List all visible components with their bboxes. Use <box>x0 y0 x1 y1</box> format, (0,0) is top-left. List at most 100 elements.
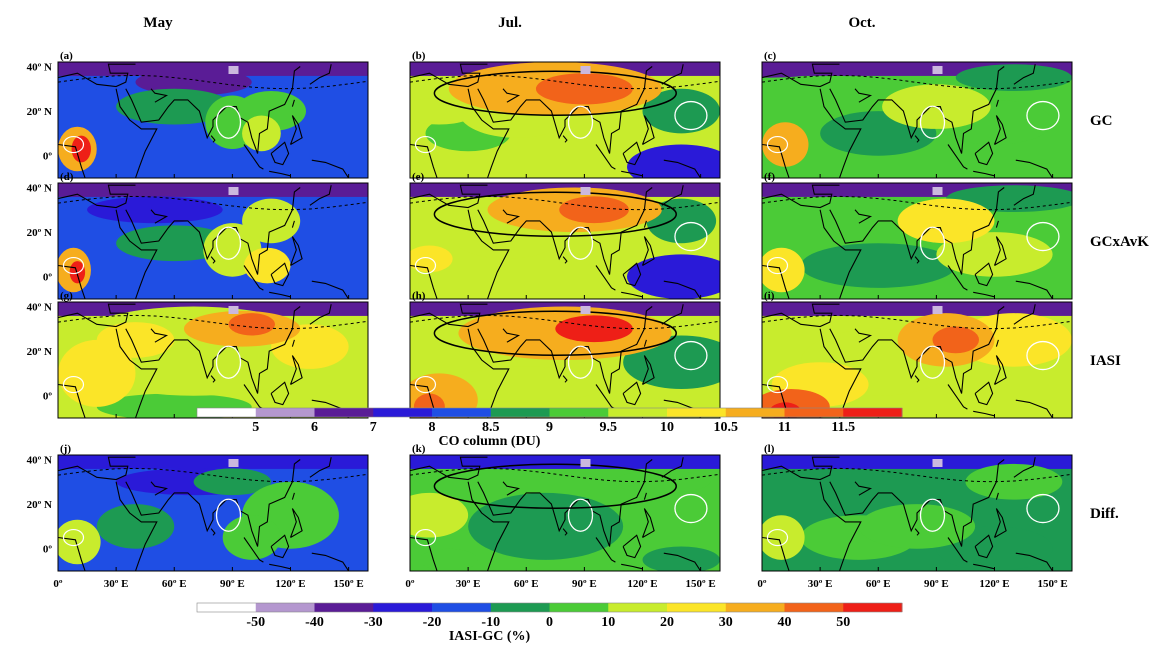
panel-label: (k) <box>412 443 426 455</box>
map-panel-j: (j) <box>57 443 369 572</box>
dashed-boundary-line <box>58 314 368 330</box>
anticyclone-contour <box>433 191 677 237</box>
colorbar-tick-label: 50 <box>836 615 850 630</box>
coastline <box>309 64 332 85</box>
coastline <box>641 508 655 538</box>
coastline <box>311 552 350 571</box>
coastline <box>762 184 840 209</box>
dashed-boundary-line <box>58 467 368 483</box>
missing-data-patch <box>580 66 591 74</box>
white-contour <box>919 226 946 260</box>
colorbar-swatch <box>314 408 374 417</box>
coastline <box>502 481 521 496</box>
panel-frame <box>57 301 369 419</box>
lon-tick-label: 150º E <box>686 578 716 590</box>
coastline <box>995 99 999 107</box>
coastline <box>661 185 684 206</box>
lon-tick-label: 30º E <box>104 578 129 590</box>
missing-data-patch <box>932 66 943 74</box>
dashed-boundary-line <box>762 314 1072 330</box>
coastline <box>58 303 136 328</box>
coastline <box>58 456 136 481</box>
missing-data-patch <box>228 459 239 467</box>
dashed-boundary-line <box>762 467 1072 483</box>
white-contour <box>674 493 708 524</box>
missing-data-patch <box>228 306 239 314</box>
map-panel-a: (a) <box>57 50 369 179</box>
coastline <box>210 528 216 536</box>
coastline <box>947 384 968 410</box>
dashed-boundary-line <box>58 74 368 90</box>
coastline <box>762 143 790 178</box>
coastline <box>621 291 643 298</box>
co-contour-region <box>135 68 252 96</box>
co-contour-region <box>87 196 223 224</box>
coastline <box>762 303 840 328</box>
lon-tick-label: 0º <box>53 578 63 590</box>
colorbar-swatch <box>314 603 374 612</box>
colorbar-swatch <box>432 603 492 612</box>
coastline <box>621 563 643 570</box>
lon-tick-label: 30º E <box>456 578 481 590</box>
colorbar-tick-label: -30 <box>364 615 383 630</box>
coastline <box>270 262 290 287</box>
coastline <box>150 88 169 103</box>
colorbar-tick-label: 9 <box>546 420 553 435</box>
map-panel-h: (h) <box>409 290 721 419</box>
co-contour-region <box>116 88 233 125</box>
coastline <box>269 291 291 298</box>
lat-tick-label: 0º <box>43 272 53 284</box>
northern-band <box>58 455 368 469</box>
panel-frame <box>57 61 369 179</box>
colorbar-tick-label: 20 <box>660 615 674 630</box>
colorbar-frame <box>196 602 903 613</box>
co-contour-region <box>932 326 979 354</box>
coastline <box>947 265 968 291</box>
coastline <box>914 256 920 264</box>
coastline <box>947 144 968 170</box>
panel-label: (f) <box>764 171 775 183</box>
coastline <box>210 256 216 264</box>
white-contour <box>414 528 437 547</box>
white-contour <box>1026 221 1060 252</box>
co-contour-region <box>193 468 272 496</box>
colorbar-swatch <box>197 603 257 612</box>
colorbar-tick-label: 40 <box>778 615 792 630</box>
map-panel-i: (i) <box>761 290 1073 419</box>
colorbar-tick-label: 11 <box>778 420 791 435</box>
coastline <box>762 536 790 571</box>
coastline <box>291 492 295 500</box>
colorbar-tick-label: 10.5 <box>714 420 739 435</box>
coastline <box>974 534 994 559</box>
coastline <box>270 381 290 406</box>
white-contour <box>766 375 789 394</box>
panel-frame <box>57 454 369 572</box>
co-contour-region <box>559 196 629 224</box>
lon-tick-label: 90º E <box>924 578 949 590</box>
panel-label: (h) <box>412 290 426 302</box>
coastline <box>643 99 647 107</box>
map-panel-d: (d) <box>57 171 369 300</box>
panel-label: (d) <box>60 171 74 183</box>
coastline <box>819 328 862 418</box>
coastline <box>58 143 86 178</box>
panel-label: (e) <box>412 171 425 183</box>
dashed-boundary-line <box>762 74 1072 90</box>
anticyclone-contour <box>433 310 677 356</box>
coastline <box>1015 552 1054 571</box>
coastline <box>762 264 790 299</box>
colorbar-tick-label: 10 <box>660 420 674 435</box>
coastline <box>1013 457 1036 478</box>
panel-frame <box>409 182 721 300</box>
coastline <box>410 536 438 571</box>
coastline <box>914 528 920 536</box>
white-contour <box>414 256 437 275</box>
missing-data-patch <box>580 187 591 195</box>
colorbar-swatch <box>784 603 844 612</box>
white-contour <box>62 135 85 154</box>
co-contour-region <box>468 492 624 560</box>
coastline <box>641 236 655 266</box>
colorbar-tick-label: 11.5 <box>831 420 855 435</box>
coastline <box>1013 64 1036 85</box>
